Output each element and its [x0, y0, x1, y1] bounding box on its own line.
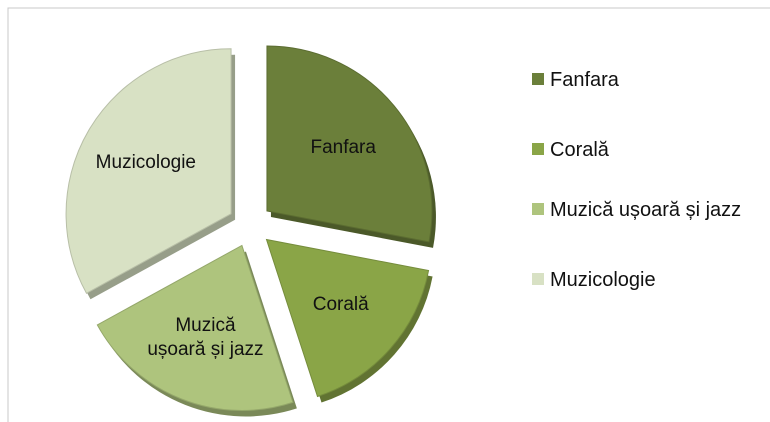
legend-label: Fanfara [550, 69, 619, 91]
data-label: Fanfara [310, 136, 376, 158]
legend-swatch [532, 73, 544, 85]
legend-item: Muzică ușoară și jazz [532, 197, 757, 223]
data-label: Muzicologie [95, 152, 196, 174]
slice [65, 48, 232, 294]
legend-item: Fanfara [532, 67, 757, 93]
legend-label: Muzicologie [550, 269, 656, 291]
legend-swatch [532, 273, 544, 285]
data-label: Corală [312, 294, 369, 316]
legend-swatch [532, 203, 544, 215]
data-label: Muzică ușoară și jazz [147, 314, 264, 360]
legend-label: Corală [550, 139, 609, 161]
slice [96, 244, 294, 411]
legend-swatch [532, 143, 544, 155]
slice [266, 45, 433, 243]
legend-item: Corală [532, 137, 757, 163]
legend-label: Muzică ușoară și jazz [550, 199, 742, 221]
slice [265, 238, 430, 398]
legend-item: Muzicologie [532, 267, 757, 293]
frame [7, 7, 770, 422]
